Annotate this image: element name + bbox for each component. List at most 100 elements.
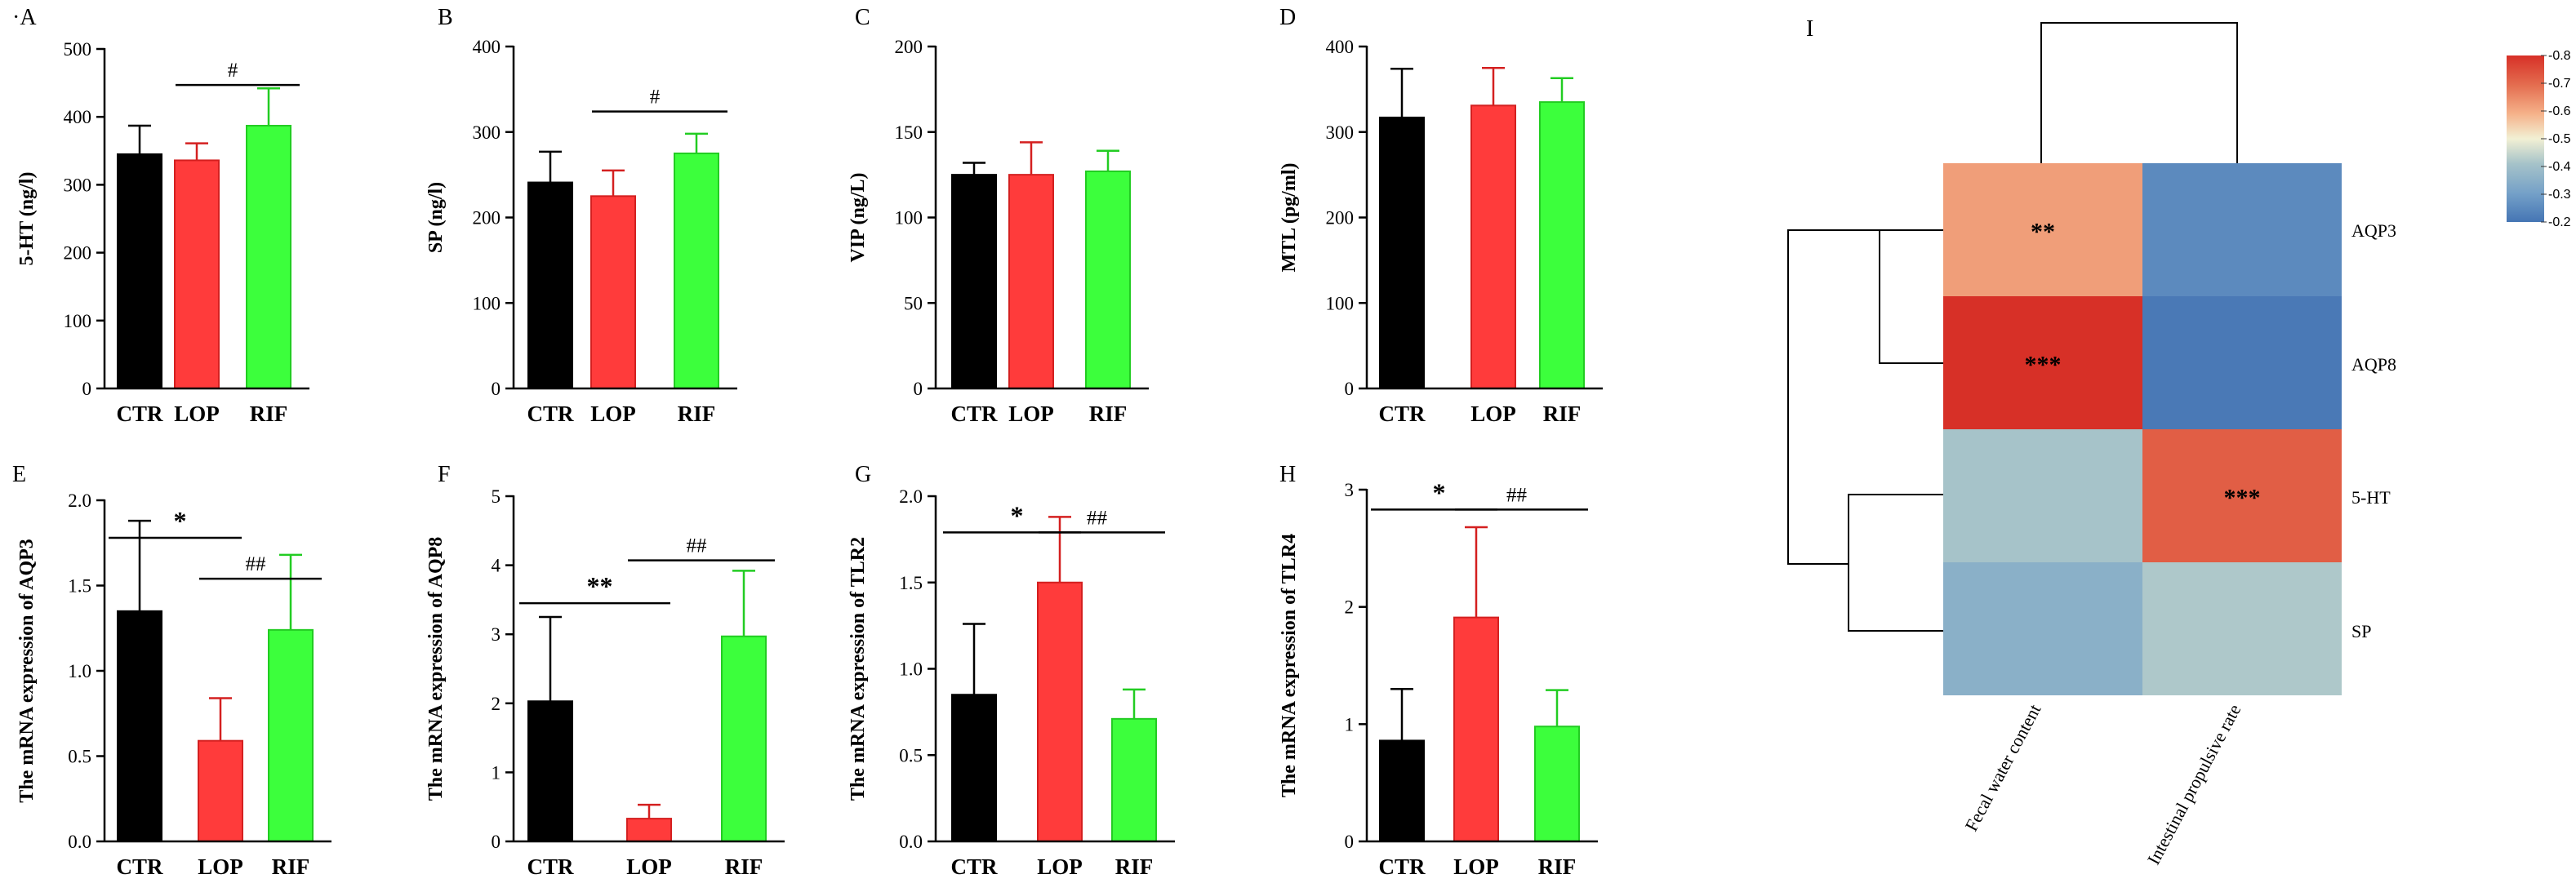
y-tick-label: 0 <box>914 379 923 399</box>
heatmap-colorbar: -0.8 -0.7 -0.6 -0.5 -0.4 -0.3 -0.2 <box>2507 49 2571 229</box>
x-tick-label: RIF <box>1538 854 1577 879</box>
heatmap-annotation: *** <box>2224 485 2261 512</box>
row-dendrogram <box>1787 229 1943 632</box>
heatmap-annotation: ** <box>2031 219 2055 246</box>
y-tick-label: 300 <box>64 175 92 195</box>
y-tick-label: 100 <box>895 208 923 229</box>
x-tick-label: RIF <box>272 854 310 879</box>
y-tick-label: 500 <box>64 39 92 60</box>
y-tick-label: 100 <box>473 293 501 313</box>
heatmap-dendrograms <box>1787 22 2238 632</box>
bar <box>1008 174 1054 389</box>
x-tick-label: RIF <box>678 402 716 426</box>
column-dendrogram <box>2040 22 2238 163</box>
y-axis-label: VIP (ng/L) <box>848 172 869 262</box>
x-tick-label: LOP <box>1037 854 1083 879</box>
x-tick-label: CTR <box>950 854 998 879</box>
y-tick-label: 200 <box>895 37 923 57</box>
bar-panel-F: F CTR LOP RIF 0 1 2 3 4 5 The mRNA expression of A… <box>425 462 785 879</box>
bar <box>951 174 997 389</box>
bar <box>198 739 243 842</box>
y-tick-label: 0 <box>492 832 501 852</box>
y-axis-label: MTL (pg/ml) <box>1279 162 1300 272</box>
panel-label-G: G <box>855 462 871 487</box>
y-tick-label: 0 <box>1345 832 1355 852</box>
heatmap-cell <box>2142 562 2342 695</box>
y-tick-label: 100 <box>64 311 92 331</box>
heatmap-cell <box>1943 163 2142 296</box>
bar <box>1037 581 1083 842</box>
bar <box>951 694 997 842</box>
heatmap-row-label: AQP8 <box>2351 354 2396 375</box>
colorbar-bar <box>2507 55 2544 222</box>
panel-label-A: ·A <box>12 5 37 30</box>
panel-label-I: I <box>1806 16 1813 42</box>
x-tick-label: RIF <box>1115 854 1154 879</box>
y-tick-label: 200 <box>473 208 501 229</box>
significance-label: ## <box>246 553 267 575</box>
y-tick-label: 1.5 <box>68 576 91 597</box>
heatmap-annotation: *** <box>2025 352 2062 379</box>
bar <box>174 159 220 389</box>
panel-label-H: H <box>1279 462 1296 487</box>
y-tick-label: 4 <box>492 556 501 576</box>
y-axis-label: SP (ng/l) <box>425 182 447 253</box>
y-tick-label: 1.0 <box>68 661 91 681</box>
bar <box>527 181 573 389</box>
y-axis-label: The mRNA expression of AQP3 <box>16 539 38 803</box>
bar <box>1539 101 1585 390</box>
heatmap-column-label: Intestinal propulsive rate <box>2143 701 2245 868</box>
bar <box>246 125 291 390</box>
colorbar-tick-label: -0.2 <box>2548 215 2571 229</box>
y-tick-label: 0.5 <box>68 747 91 767</box>
heatmap-panel: I ******** AQP3 AQP8 5-HT SP Fecal water… <box>1787 16 2571 868</box>
x-tick-label: LOP <box>174 402 220 426</box>
y-tick-label: 400 <box>1326 37 1355 57</box>
y-tick-label: 200 <box>1326 208 1355 229</box>
x-tick-label: RIF <box>1089 402 1128 426</box>
y-tick-label: 3 <box>492 624 501 645</box>
colorbar-tick-label: -0.7 <box>2548 77 2571 91</box>
y-tick-label: 300 <box>473 122 501 143</box>
significance-label: * <box>1433 477 1446 507</box>
y-tick-label: 1 <box>1345 714 1355 734</box>
y-tick-label: 0.5 <box>899 745 923 766</box>
heatmap-cell <box>1943 296 2142 429</box>
bar <box>268 628 314 843</box>
heatmap-cell <box>2142 429 2342 562</box>
y-tick-label: 400 <box>64 107 92 127</box>
y-tick-label: 400 <box>473 37 501 57</box>
bar <box>527 700 573 843</box>
y-tick-label: 1 <box>492 762 501 783</box>
panel-label-F: F <box>438 462 451 487</box>
heatmap-row-label: 5-HT <box>2351 487 2391 508</box>
bar <box>1379 739 1425 842</box>
bar-panel-D: D CTR LOP RIF 0 100 200 300 400 MTL (pg/ml) <box>1279 5 1603 426</box>
panel-label-E: E <box>12 462 26 487</box>
y-tick-label: 1.0 <box>899 659 923 680</box>
x-tick-label: LOP <box>590 402 636 426</box>
y-tick-label: 3 <box>1345 480 1355 500</box>
x-tick-label: LOP <box>198 854 243 879</box>
panel-label-D: D <box>1279 5 1296 30</box>
y-tick-label: 0.0 <box>68 832 91 852</box>
x-tick-label: RIF <box>250 402 288 426</box>
x-tick-label: CTR <box>1378 854 1426 879</box>
significance-label: * <box>1011 500 1024 530</box>
x-tick-label: LOP <box>1008 402 1054 426</box>
y-tick-label: 100 <box>1326 293 1355 313</box>
x-tick-label: CTR <box>1378 402 1426 426</box>
x-tick-label: CTR <box>116 402 163 426</box>
x-tick-label: CTR <box>527 854 574 879</box>
x-tick-label: LOP <box>626 854 672 879</box>
bar <box>626 818 672 842</box>
heatmap-row-label: AQP3 <box>2351 220 2396 241</box>
x-tick-label: CTR <box>116 854 163 879</box>
bar <box>674 152 719 389</box>
y-tick-label: 300 <box>1326 122 1355 143</box>
bar <box>117 610 162 842</box>
y-tick-label: 150 <box>895 122 923 143</box>
bar <box>1085 170 1131 389</box>
